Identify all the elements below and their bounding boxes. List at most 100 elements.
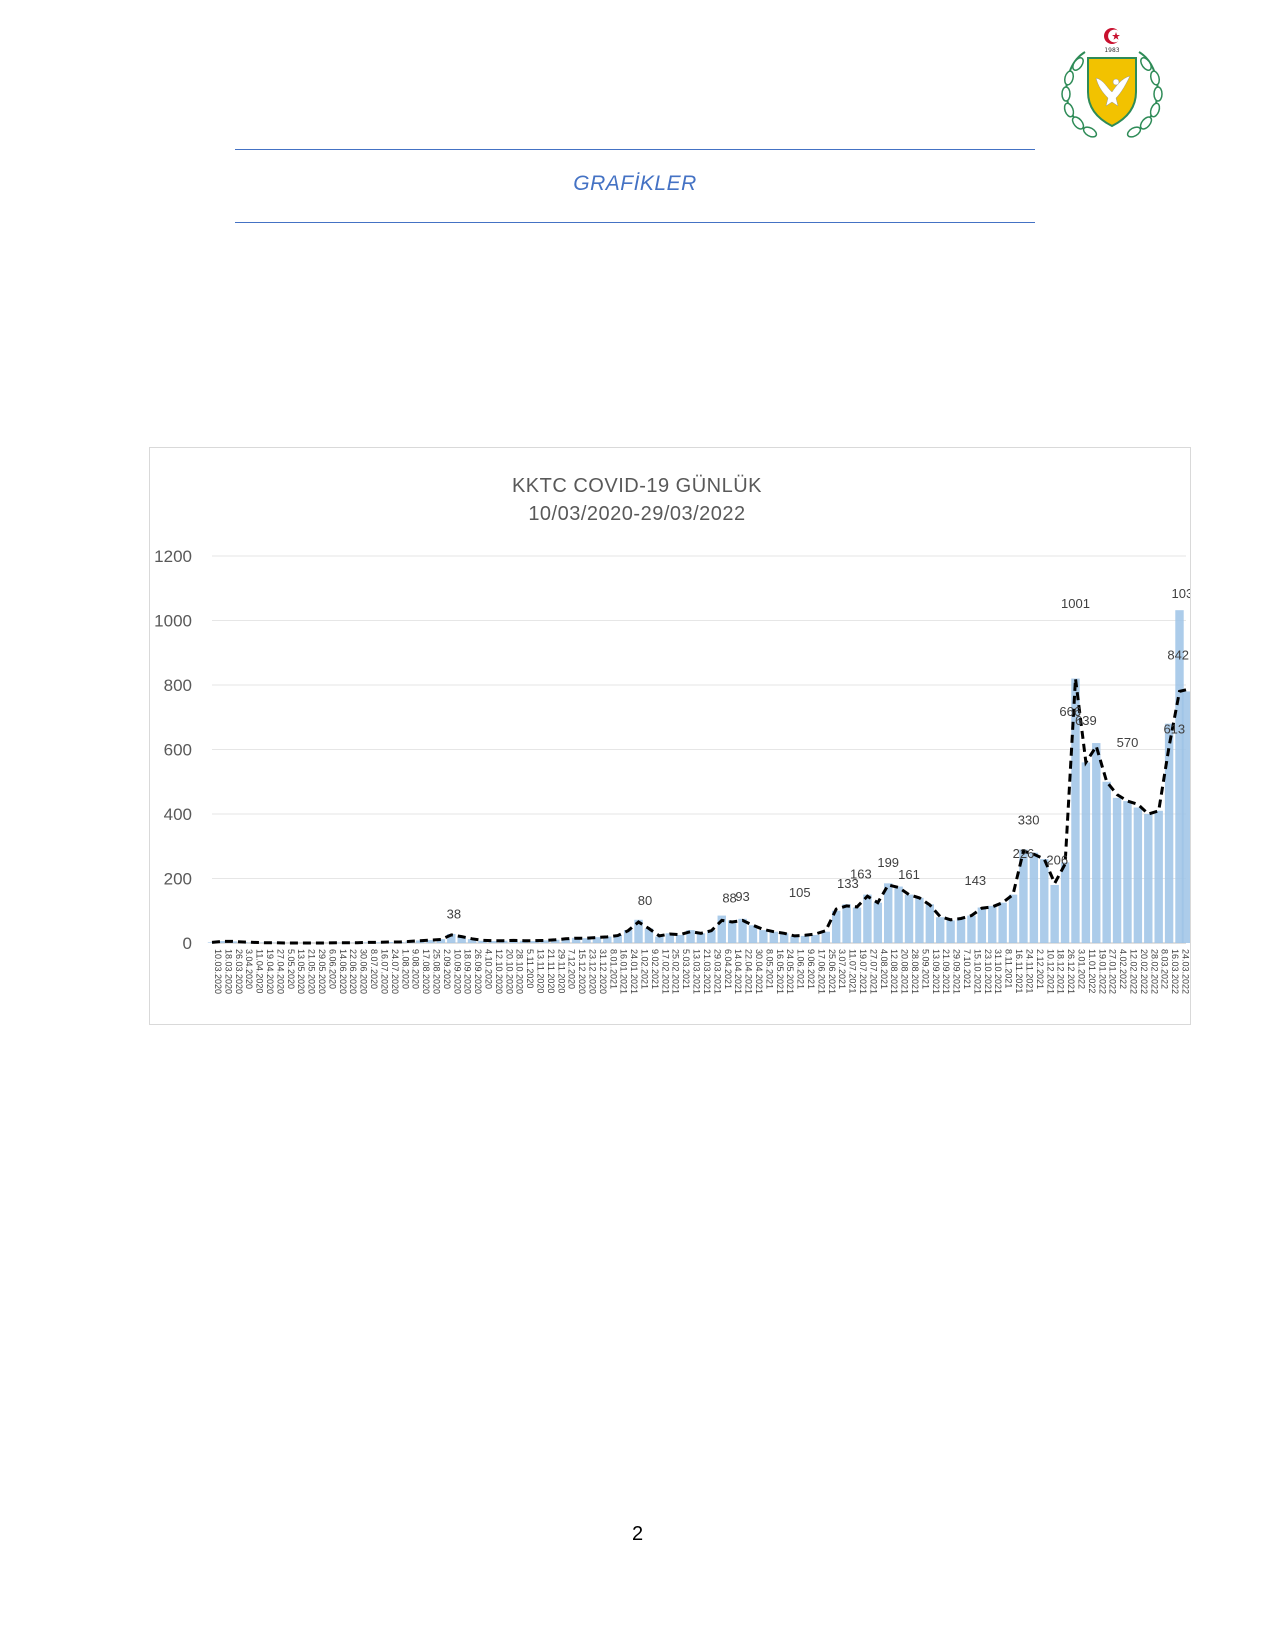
x-tick-label: 24.01.2021 — [629, 949, 639, 994]
data-label: 199 — [877, 855, 899, 870]
x-tick-label: 29.09.2021 — [952, 949, 962, 994]
bar — [936, 917, 945, 943]
y-tick-label: 800 — [164, 676, 192, 695]
bar — [488, 941, 498, 943]
x-tick-label: 16.05.2021 — [775, 949, 785, 994]
x-tick-label: 19.07.2021 — [858, 949, 868, 994]
bar — [779, 933, 789, 943]
bar — [707, 930, 716, 943]
y-tick-label: 1000 — [154, 612, 192, 631]
gridlines — [212, 555, 1186, 944]
bar — [675, 934, 685, 943]
data-label: 38 — [447, 907, 461, 922]
x-tick-label: 9.02.2021 — [650, 949, 660, 989]
bar — [218, 941, 227, 943]
x-tick-label: 18.09.2020 — [463, 949, 473, 994]
x-tick-label: 20.02.2022 — [1139, 949, 1149, 994]
bar — [842, 904, 851, 943]
x-tick-label: 2.09.2020 — [442, 949, 452, 989]
bar — [1060, 862, 1070, 943]
y-axis-ticks: 0 200 400 600 800 1000 1200 — [154, 547, 192, 953]
x-tick-label: 24.05.2021 — [785, 949, 795, 994]
bars — [207, 610, 1190, 943]
x-tick-label: 3.07.2021 — [837, 949, 847, 989]
bar — [998, 902, 1007, 943]
x-tick-label: 12.02.2022 — [1129, 949, 1139, 994]
x-tick-label: 26.03.2020 — [234, 949, 244, 994]
bar — [748, 925, 758, 943]
x-tick-label: 18.03.2020 — [223, 949, 233, 994]
x-tick-label: 16.11.2021 — [1014, 949, 1024, 993]
x-tick-label: 16.01.2021 — [619, 949, 629, 994]
bar — [1112, 797, 1122, 943]
bar — [655, 936, 664, 943]
x-tick-label: 24.11.2021 — [1024, 949, 1034, 993]
bar — [759, 930, 768, 943]
x-tick-label: 17.02.2021 — [660, 949, 670, 994]
data-label: 161 — [898, 867, 920, 882]
data-label: 133 — [837, 876, 859, 891]
x-tick-label: 17.08.2020 — [421, 949, 431, 994]
bar — [1071, 678, 1080, 943]
bar — [790, 936, 799, 943]
bar — [665, 933, 674, 943]
bar — [623, 930, 633, 943]
y-tick-label: 200 — [164, 870, 192, 889]
header-rule-top — [235, 149, 1035, 150]
bar — [686, 930, 695, 943]
x-tick-label: 3.01.2022 — [1077, 949, 1087, 989]
x-tick-label: 21.03.2021 — [702, 949, 712, 994]
x-tick-label: 3.04.2020 — [244, 949, 254, 989]
bar — [811, 934, 820, 943]
x-tick-label: 13.11.2020 — [536, 949, 546, 993]
bar — [769, 931, 778, 943]
data-label: 639 — [1075, 713, 1097, 728]
x-tick-label: 5.09.2021 — [920, 949, 930, 989]
data-label: 330 — [1018, 813, 1040, 828]
x-tick-label: 28.10.2020 — [515, 949, 525, 994]
data-label: 206 — [1046, 853, 1068, 868]
section-title: GRAFİKLER — [573, 172, 697, 195]
x-tick-label: 16.03.2022 — [1170, 949, 1180, 994]
x-tick-label: 17.06.2021 — [816, 949, 826, 994]
x-tick-label: 29.03.2021 — [712, 949, 722, 994]
bar — [1050, 884, 1059, 943]
x-tick-label: 4.10.2020 — [484, 949, 494, 989]
x-tick-label: 14.04.2021 — [733, 949, 743, 994]
x-tick-label: 22.06.2020 — [348, 949, 358, 994]
x-tick-label: 13.09.2021 — [931, 949, 941, 994]
x-tick-label: 10.03.2020 — [213, 949, 223, 994]
x-tick-label: 25.06.2021 — [827, 949, 837, 994]
bar — [1102, 781, 1111, 943]
data-label: 226 — [1013, 846, 1035, 861]
x-tick-label: 11.07.2021 — [848, 949, 858, 993]
x-tick-label: 31.12.2020 — [598, 949, 608, 994]
bar — [904, 894, 914, 943]
x-tick-label: 8.11.2021 — [1004, 949, 1014, 988]
bar — [852, 907, 862, 943]
data-label: 163 — [850, 866, 872, 881]
x-tick-label: 15.10.2021 — [972, 949, 982, 994]
data-label: 80 — [638, 893, 652, 908]
bar — [727, 920, 737, 943]
bar — [946, 920, 955, 943]
bar — [1019, 849, 1028, 943]
y-tick-label: 1200 — [154, 547, 192, 566]
bar — [925, 904, 935, 943]
x-tick-label: 1.08.2020 — [400, 949, 410, 989]
x-tick-label: 27.07.2021 — [868, 949, 878, 994]
page-number: 2 — [631, 1523, 644, 1545]
x-tick-label: 21.11.2020 — [546, 949, 556, 993]
x-tick-label: 31.10.2021 — [993, 949, 1003, 994]
x-tick-label: 27.01.2022 — [1108, 949, 1118, 994]
y-tick-label: 400 — [164, 805, 192, 824]
x-tick-label: 18.12.2021 — [1056, 949, 1066, 994]
bar — [603, 936, 612, 943]
x-tick-label: 20.08.2021 — [900, 949, 910, 994]
bar — [1154, 810, 1163, 943]
x-tick-label: 7.12.2020 — [567, 949, 577, 989]
x-tick-label: 5.03.2021 — [681, 949, 691, 989]
bar — [873, 902, 883, 943]
bar — [1008, 894, 1018, 943]
